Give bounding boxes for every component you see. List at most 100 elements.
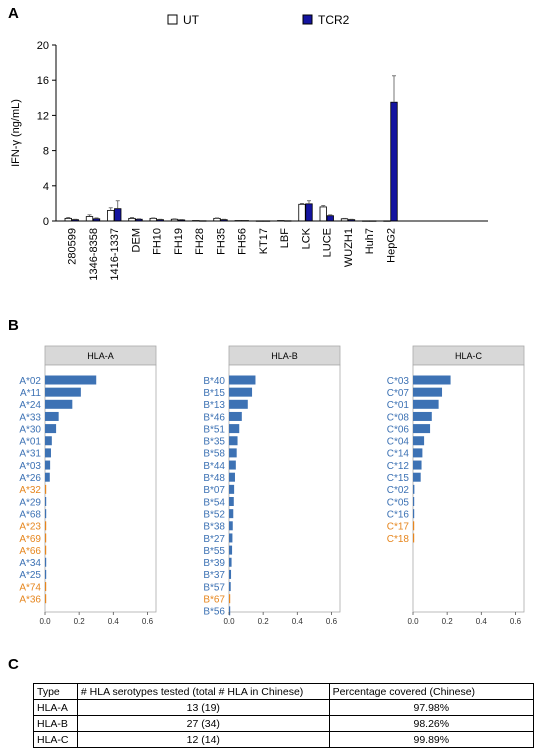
allele-label: A*69 bbox=[19, 534, 41, 545]
allele-label: A*29 bbox=[19, 497, 41, 508]
frequency-bar bbox=[45, 545, 47, 555]
x-tick-label: 0.4 bbox=[108, 617, 120, 626]
x-tick-label: FH10 bbox=[152, 228, 164, 255]
allele-label: B*51 bbox=[203, 424, 225, 435]
frequency-bar bbox=[413, 472, 421, 482]
allele-label: C*15 bbox=[387, 473, 410, 484]
allele-label: C*02 bbox=[387, 485, 410, 496]
allele-label: C*18 bbox=[387, 534, 410, 545]
allele-label: B*52 bbox=[203, 509, 225, 520]
allele-label: A*31 bbox=[19, 449, 41, 460]
frequency-bar bbox=[229, 509, 234, 519]
x-tick-label: 0.2 bbox=[258, 617, 270, 626]
allele-label: B*37 bbox=[203, 570, 225, 581]
frequency-bar bbox=[45, 424, 57, 434]
allele-label: A*34 bbox=[19, 558, 41, 569]
allele-label: B*56 bbox=[203, 607, 225, 618]
legend: UT TCR2 bbox=[167, 13, 350, 27]
legend-label-tcr2: TCR2 bbox=[318, 13, 350, 27]
allele-label: B*27 bbox=[203, 534, 225, 545]
frequency-bar bbox=[229, 460, 236, 470]
allele-label: A*01 bbox=[19, 437, 41, 448]
allele-label: B*40 bbox=[203, 376, 225, 387]
allele-label: C*01 bbox=[387, 400, 410, 411]
x-tick-label: 0.6 bbox=[142, 617, 154, 626]
y-axis-label: IFN-γ (ng/mL) bbox=[10, 99, 22, 167]
allele-label: C*12 bbox=[387, 461, 410, 472]
frequency-bar bbox=[45, 399, 73, 409]
allele-label: A*68 bbox=[19, 509, 41, 520]
allele-label: A*03 bbox=[19, 461, 41, 472]
frequency-bar bbox=[229, 436, 238, 446]
y-tick-label: 0 bbox=[43, 216, 49, 228]
allele-label: B*54 bbox=[203, 497, 225, 508]
x-tick-labels: 280599 1346-8358 1416-1337 DEM FH10 FH19 FH28 F… bbox=[67, 227, 398, 280]
bar-tcr2 bbox=[390, 101, 398, 222]
table-cell: HLA-A bbox=[33, 699, 78, 716]
allele-label: B*13 bbox=[203, 400, 225, 411]
frequency-bar bbox=[413, 460, 422, 470]
frequency-bar bbox=[413, 509, 415, 519]
frequency-bar bbox=[229, 387, 253, 397]
allele-label: B*46 bbox=[203, 412, 225, 423]
allele-label: A*32 bbox=[19, 485, 41, 496]
allele-label: A*11 bbox=[20, 388, 41, 399]
table-header-cell: Percentage covered (Chinese) bbox=[328, 683, 535, 700]
x-tick-label: HepG2 bbox=[385, 228, 397, 263]
frequency-bar bbox=[413, 497, 415, 506]
allele-label: C*03 bbox=[387, 376, 410, 387]
allele-label: B*55 bbox=[203, 546, 225, 557]
frequency-bar bbox=[229, 557, 232, 567]
frequency-bar bbox=[45, 569, 47, 579]
frequency-bar bbox=[413, 448, 423, 458]
x-tick-label: FH19 bbox=[173, 228, 185, 255]
x-tick-label: LBF bbox=[279, 228, 291, 248]
x-tick-label: 1416-1337 bbox=[109, 228, 121, 281]
frequency-bar bbox=[45, 497, 47, 506]
frequency-bar bbox=[413, 521, 415, 531]
table-cell: 13 (19) bbox=[76, 699, 330, 716]
allele-label: B*38 bbox=[203, 522, 225, 533]
y-axis: 0 4 8 12 16 20 bbox=[37, 40, 57, 228]
x-tick-label: 0.0 bbox=[39, 617, 51, 626]
frequency-bar bbox=[45, 472, 50, 482]
frequency-bar bbox=[229, 472, 235, 482]
x-tick-label: Huh7 bbox=[364, 228, 376, 254]
frequency-bar bbox=[45, 594, 47, 604]
frequency-bar bbox=[229, 497, 234, 506]
allele-label: B*58 bbox=[203, 449, 225, 460]
allele-label: A*36 bbox=[19, 595, 41, 606]
frequency-bar bbox=[45, 375, 97, 385]
table-header-cell: # HLA serotypes tested (total # HLA in C… bbox=[76, 683, 330, 700]
hla-coverage-table: Type # HLA serotypes tested (total # HLA… bbox=[33, 683, 535, 748]
allele-label: A*66 bbox=[19, 546, 41, 557]
frequency-bar bbox=[229, 533, 233, 543]
x-tick-label: 280599 bbox=[67, 228, 79, 265]
x-tick-label: 0.0 bbox=[407, 617, 419, 626]
frequency-bar bbox=[413, 484, 415, 494]
allele-label: A*25 bbox=[19, 570, 41, 581]
frequency-bar bbox=[45, 484, 47, 494]
bar-ut bbox=[85, 216, 94, 222]
table-row: HLA-A 13 (19) 97.98% bbox=[33, 699, 535, 716]
panel-label-b: B bbox=[8, 317, 19, 334]
allele-label: B*15 bbox=[203, 388, 225, 399]
frequency-bar bbox=[229, 606, 231, 616]
frequency-bar bbox=[413, 375, 451, 385]
frequency-bar bbox=[229, 484, 235, 494]
ifn-gamma-bar-chart: UT TCR2 IFN-γ (ng/mL) 0 4 8 12 16 20 280599 13… bbox=[10, 13, 488, 281]
allele-label: A*23 bbox=[19, 522, 41, 533]
frequency-bar bbox=[413, 387, 443, 397]
frequency-bar bbox=[45, 448, 51, 458]
bar-tcr2 bbox=[305, 203, 313, 222]
allele-label: B*67 bbox=[203, 595, 225, 606]
frequency-bar bbox=[229, 582, 231, 592]
y-tick-label: 16 bbox=[37, 75, 49, 87]
y-tick-label: 20 bbox=[37, 40, 49, 52]
facet-title: HLA-B bbox=[271, 351, 298, 361]
frequency-bar bbox=[45, 436, 52, 446]
allele-label: B*39 bbox=[203, 558, 225, 569]
frequency-bar bbox=[45, 521, 47, 531]
hla-chart-hla-b: HLA-B B*40B*15B*13B*46B*51 B*35B*58B*44B*4… bbox=[203, 345, 341, 626]
